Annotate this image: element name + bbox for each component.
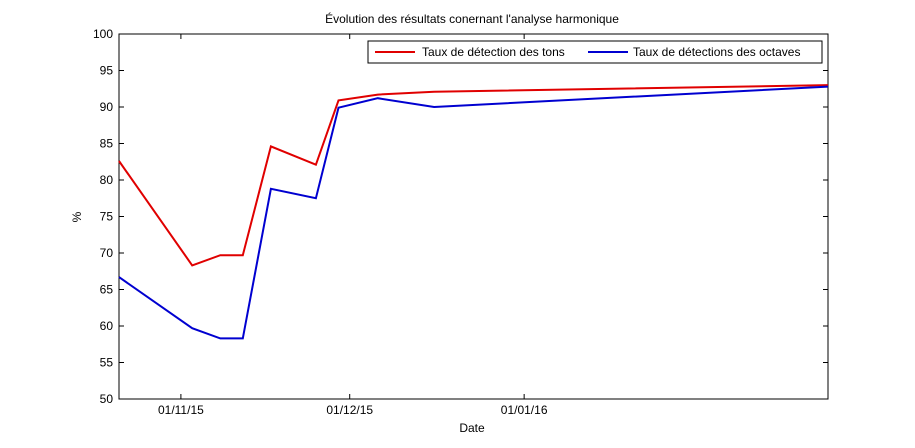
y-tick-label: 95 <box>100 64 114 78</box>
legend: Taux de détection des tons Taux de détec… <box>367 40 823 64</box>
y-tick-label: 85 <box>100 137 114 151</box>
series-line-1 <box>118 85 829 340</box>
chart-title: Évolution des résultats conernant l'anal… <box>325 11 619 26</box>
legend-label-octaves: Taux de détections des octaves <box>633 45 800 59</box>
legend-label-tons: Taux de détection des tons <box>422 45 565 59</box>
plot-area <box>118 33 829 400</box>
y-axis: 50 55 60 65 70 75 80 85 90 95 100 <box>93 27 828 406</box>
x-axis: 01/11/15 01/12/15 01/01/16 <box>158 34 548 417</box>
series-line-0 <box>118 84 829 267</box>
y-tick-label: 50 <box>100 392 114 406</box>
y-tick-label: 65 <box>100 283 114 297</box>
y-tick-label: 60 <box>100 319 114 333</box>
y-tick-label: 70 <box>100 246 114 260</box>
y-tick-label: 90 <box>100 100 114 114</box>
y-tick-label: 55 <box>100 356 114 370</box>
y-tick-label: 80 <box>100 173 114 187</box>
y-axis-title: % <box>70 211 84 222</box>
series-layer <box>118 84 829 340</box>
x-tick-label: 01/01/16 <box>501 403 548 417</box>
x-axis-title: Date <box>459 421 485 435</box>
x-tick-label: 01/11/15 <box>158 403 204 417</box>
y-tick-label: 75 <box>100 210 114 224</box>
y-tick-label: 100 <box>93 27 113 41</box>
x-tick-label: 01/12/15 <box>326 403 373 417</box>
